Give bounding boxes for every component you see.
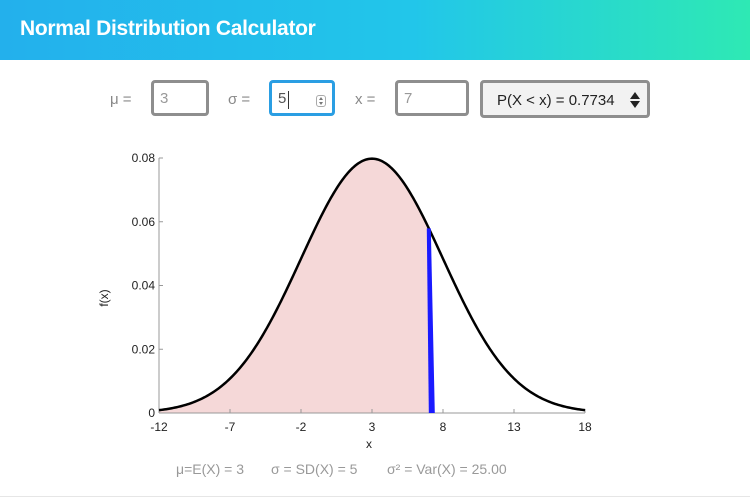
probability-select[interactable]: P(X < x) = 0.7734 [480,80,650,118]
x-input-value: 7 [404,90,413,107]
x-input[interactable]: 7 [395,80,469,116]
y-tick-label: 0.06 [132,215,156,229]
y-tick-label: 0.08 [132,151,156,165]
x-axis-label: x [366,437,372,451]
y-tick-label: 0 [148,406,155,420]
y-tick-label: 0.02 [132,342,156,356]
mean-summary: μ=E(X) = 3 [176,461,244,477]
x-tick-label: 3 [369,420,376,434]
mu-input-value: 3 [160,90,169,107]
x-tick-label: -2 [296,420,307,434]
x-tick-label: 13 [507,420,521,434]
x-tick-label: -7 [225,420,236,434]
footer-divider [0,496,750,497]
sigma-label: σ = [228,91,251,108]
density-curve [158,157,586,412]
y-ticks: 0 0.02 0.04 0.06 0.08 [132,151,163,420]
app-title: Normal Distribution Calculator [20,17,316,40]
text-caret [288,91,289,109]
mu-input[interactable]: 3 [151,80,209,116]
x-tick-label: 18 [578,420,592,434]
x-marker-line [426,228,435,413]
probability-select-value: P(X < x) = 0.7734 [497,92,615,109]
variance-summary: σ² = Var(X) = 25.00 [387,461,507,477]
y-axis-label: f(x) [97,289,111,306]
x-ticks: -12 -7 -2 3 8 13 18 [150,409,592,434]
select-arrows-icon [630,91,640,109]
sigma-input-value: 5 [278,90,287,107]
x-label: x = [355,91,376,108]
sd-summary: σ = SD(X) = 5 [271,461,358,477]
app-header: Normal Distribution Calculator [0,0,750,60]
mu-label: μ = [110,91,132,108]
x-tick-label: -12 [150,420,168,434]
x-tick-label: 8 [440,420,447,434]
spinner-icon[interactable] [316,95,326,107]
sigma-input[interactable]: 5 [269,80,335,116]
y-tick-label: 0.04 [132,279,156,293]
shaded-area [159,158,429,413]
